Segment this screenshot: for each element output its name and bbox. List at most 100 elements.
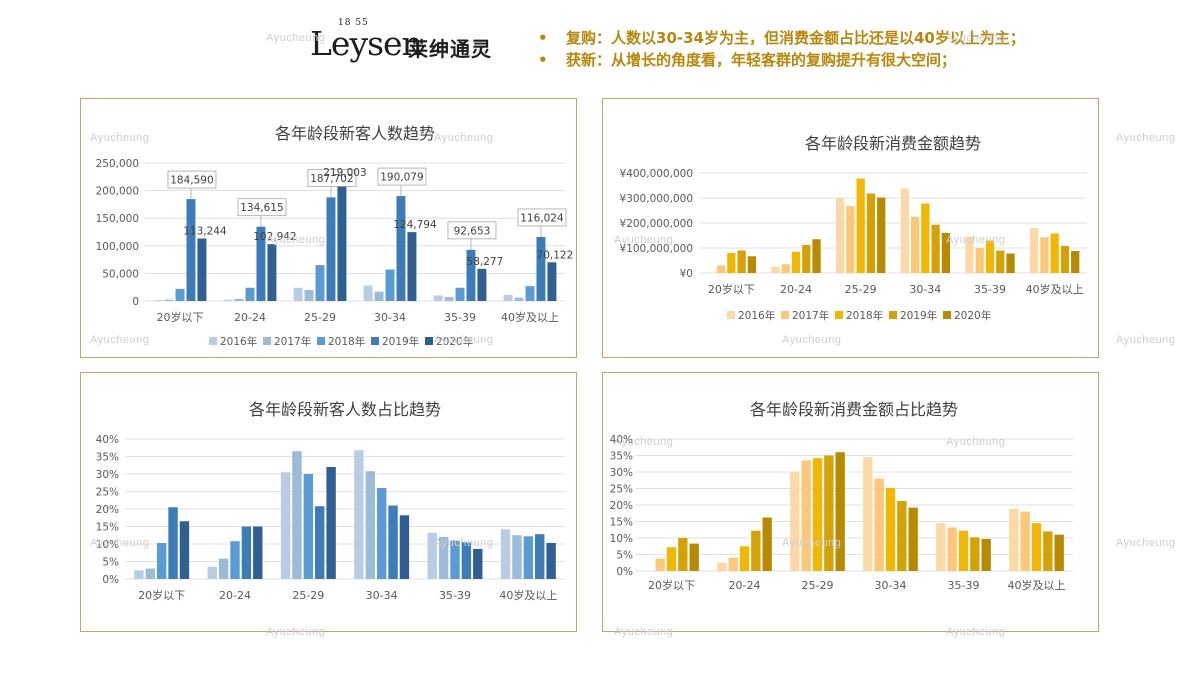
bar [514, 297, 524, 301]
bar [473, 548, 483, 579]
x-tick-label: 20岁以下 [648, 578, 695, 592]
legend-label: 2017年 [274, 335, 311, 348]
bar [245, 287, 255, 301]
bar [835, 452, 845, 571]
legend-label: 2016年 [738, 309, 775, 322]
x-tick-label: 40岁及以上 [499, 588, 557, 602]
bar [970, 537, 980, 571]
data-label-callout-box [167, 170, 217, 189]
bar [326, 197, 336, 301]
bar [253, 526, 263, 579]
bar [1043, 531, 1053, 571]
x-tick-label: 35-39 [974, 283, 1006, 296]
y-tick-label: 20% [96, 504, 119, 516]
bar [689, 543, 699, 571]
bar [1029, 228, 1039, 273]
brand-logo: 18 55 Leysen 莱绅通灵 [308, 18, 508, 62]
data-label-callout-box [517, 208, 567, 227]
y-tick-label: 100,000 [96, 241, 139, 253]
bar [739, 546, 750, 571]
bar [179, 521, 190, 579]
bar [947, 527, 957, 571]
x-tick-label: 40岁及以上 [1008, 578, 1066, 592]
watermark: Ayucheung [1116, 334, 1176, 346]
bar [207, 566, 217, 579]
bar [512, 535, 522, 579]
legend-label: 2019年 [382, 335, 419, 348]
bar [525, 286, 535, 301]
bar [737, 250, 746, 273]
legend-swatch [425, 337, 433, 345]
bar [399, 515, 410, 579]
y-tick-label: 35% [610, 451, 633, 463]
y-tick-label: ¥100,000,000 [620, 243, 693, 255]
brand-chinese-name: 莱绅通灵 [408, 37, 492, 61]
bar [500, 529, 511, 579]
y-tick-label: ¥300,000,000 [620, 193, 693, 205]
bar [727, 253, 736, 273]
bar [267, 244, 277, 301]
bar [812, 239, 821, 273]
bar [363, 285, 373, 301]
insight-bullets: • 复购：人数以30-34岁为主，但消费金额占比还是以40岁以上为主； • 获新… [538, 27, 1025, 71]
chart-panel-new-spend-amount: 各年龄段新消费金额趋势 ¥0 ¥100,000,000 ¥200,000,000 ¥30… [602, 98, 1099, 358]
data-label-callout-box [237, 198, 287, 217]
y-tick-label: 250,000 [96, 158, 139, 170]
bar [996, 250, 1005, 273]
legend-swatch [835, 311, 843, 319]
x-tick-label: 30-34 [909, 283, 941, 296]
x-tick-label: 25-29 [292, 589, 324, 602]
x-tick-label: 35-39 [948, 579, 980, 592]
bar [385, 269, 395, 301]
bar [503, 294, 513, 301]
bar [256, 226, 266, 301]
bar [315, 265, 325, 301]
y-tick-label: 15% [96, 522, 119, 534]
bar [802, 245, 811, 273]
chart-svg: 各年龄段新客人数趋势 0 50,000 100,000 150,000 200,000 25… [96, 124, 574, 348]
bar [536, 236, 546, 301]
bar [450, 540, 460, 579]
chart-panel-new-spend-share: 各年龄段新消费金额占比趋势 0% 5% 10% 15% 20% 25% 30% 35% 40% 20… [602, 372, 1099, 632]
bar [877, 197, 886, 273]
bar [427, 532, 437, 579]
bar [376, 488, 387, 579]
bar [781, 264, 790, 273]
bar [866, 193, 876, 273]
x-tick-label: 20-24 [780, 283, 812, 296]
bar [874, 478, 884, 571]
insight-text-acquisition: 获新：从增长的角度看，年轻客群的复购提升有很大空间； [566, 51, 957, 69]
y-tick-label: 10% [96, 539, 119, 551]
x-tick-label: 20-24 [234, 311, 266, 324]
bar [747, 256, 757, 273]
x-tick-label: 20岁以下 [138, 588, 185, 602]
bar [1071, 251, 1080, 273]
bar [717, 562, 727, 571]
y-tick-label: 40% [610, 434, 633, 446]
legend-label: 2020年 [954, 309, 991, 322]
y-tick-label: 0% [102, 574, 119, 586]
bar [223, 299, 233, 301]
bar [304, 289, 314, 301]
x-tick-label: 30-34 [374, 311, 406, 324]
bar [835, 198, 845, 273]
bar [1020, 511, 1030, 571]
bar [666, 547, 677, 571]
legend-swatch [371, 337, 379, 345]
bar [1040, 237, 1049, 273]
y-tick-label: 20% [610, 500, 633, 512]
bar [134, 570, 144, 579]
bar [477, 268, 487, 301]
bar [241, 526, 252, 579]
y-tick-label: 150,000 [96, 213, 139, 225]
bar [168, 507, 178, 579]
chart-svg: 各年龄段新消费金额趋势 ¥0 ¥100,000,000 ¥200,000,000 ¥30… [620, 134, 1087, 322]
bar [466, 249, 476, 301]
legend-label: 2018年 [846, 309, 883, 322]
bar [910, 216, 920, 273]
y-tick-label: ¥400,000,000 [620, 168, 693, 180]
bar [812, 458, 823, 571]
bar [762, 517, 772, 571]
data-label: 124,794 [393, 219, 437, 231]
y-tick-label: ¥200,000,000 [620, 218, 693, 230]
